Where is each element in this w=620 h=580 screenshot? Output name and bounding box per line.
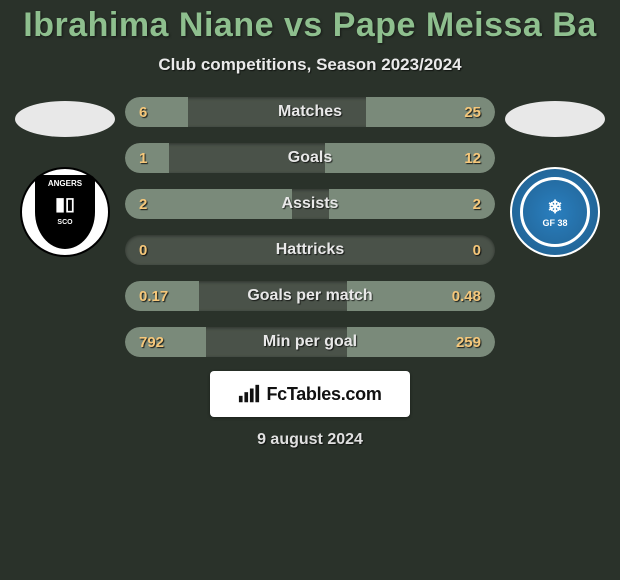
- player-right-avatar: [505, 101, 605, 137]
- stat-value-left: 792: [139, 327, 164, 357]
- stat-label: Goals: [125, 143, 495, 173]
- stat-value-right: 259: [456, 327, 481, 357]
- stat-value-left: 6: [139, 97, 147, 127]
- stat-value-right: 25: [464, 97, 481, 127]
- left-side: ANGERS ▮▯ SCO: [15, 97, 115, 257]
- stat-label: Goals per match: [125, 281, 495, 311]
- right-side: ❄ GF 38: [505, 97, 605, 257]
- stat-value-left: 0: [139, 235, 147, 265]
- stat-label: Min per goal: [125, 327, 495, 357]
- infographic-root: Ibrahima Niane vs Pape Meissa Ba Club co…: [0, 0, 620, 449]
- date-label: 9 august 2024: [0, 431, 620, 449]
- stat-label: Matches: [125, 97, 495, 127]
- club-badge-left: ANGERS ▮▯ SCO: [20, 167, 110, 257]
- stat-row: Goals per match0.17 0.48: [125, 281, 495, 311]
- stat-row: Matches6 25: [125, 97, 495, 127]
- page-subtitle: Club competitions, Season 2023/2024: [0, 55, 620, 75]
- main-row: ANGERS ▮▯ SCO Matches625Goals112Assists2…: [0, 97, 620, 357]
- stat-value-right: 0.48: [452, 281, 481, 311]
- attribution-badge: FcTables.com: [210, 371, 410, 417]
- stat-value-right: 12: [464, 143, 481, 173]
- stat-value-right: 0: [473, 235, 481, 265]
- stat-value-left: 1: [139, 143, 147, 173]
- club-badge-right-label: GF 38: [542, 218, 567, 228]
- stat-row: Assists2 2: [125, 189, 495, 219]
- stat-label: Hattricks: [125, 235, 495, 265]
- stat-row: Min per goal792 259: [125, 327, 495, 357]
- stat-value-left: 2: [139, 189, 147, 219]
- stat-label: Assists: [125, 189, 495, 219]
- page-title: Ibrahima Niane vs Pape Meissa Ba: [0, 6, 620, 45]
- stat-row: Goals1 12: [125, 143, 495, 173]
- stat-value-left: 0.17: [139, 281, 168, 311]
- club-badge-left-inner: ANGERS ▮▯ SCO: [35, 175, 95, 249]
- stats-bars: Matches6 25 Goals1 12 Assists2 2 Hattricks0 0 Go…: [125, 97, 495, 357]
- chart-icon: [238, 384, 260, 404]
- stat-row: Hattricks0 0: [125, 235, 495, 265]
- club-badge-right-inner: ❄ GF 38: [520, 177, 590, 247]
- club-badge-right: ❄ GF 38: [510, 167, 600, 257]
- club-badge-left-label: ANGERS: [48, 179, 82, 188]
- stat-value-right: 2: [473, 189, 481, 219]
- player-left-avatar: [15, 101, 115, 137]
- attribution-text: FcTables.com: [266, 384, 381, 405]
